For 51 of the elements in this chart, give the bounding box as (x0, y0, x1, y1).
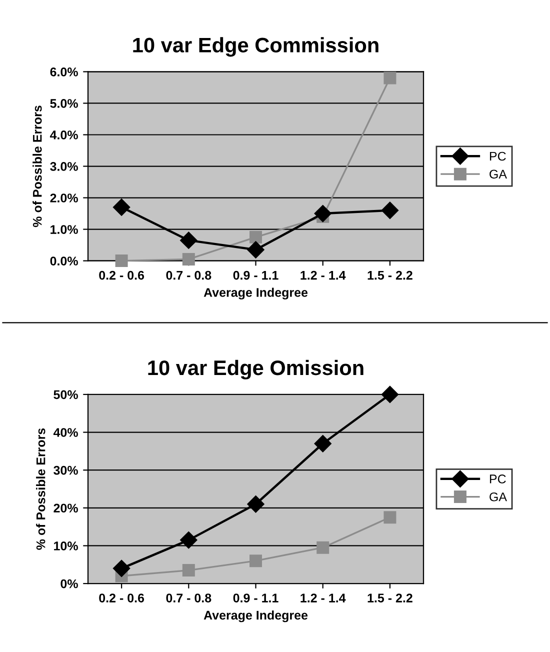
x-tick-label: 0.2 - 0.6 (99, 270, 144, 280)
x-tick-label: 0.9 - 1.1 (233, 270, 278, 280)
point (180, 232, 198, 249)
x-tick-label: 0.9 - 1.1 (233, 594, 278, 602)
point (316, 541, 330, 554)
y-tick-label: 6.0% (50, 68, 78, 76)
point (384, 72, 396, 84)
point (381, 202, 398, 219)
x-axis-title: Average Indegree (204, 288, 308, 300)
x-tick-label: 1.2 - 1.4 (300, 270, 346, 280)
chart-title: 10 var Edge Commission (133, 37, 378, 57)
y-tick-label: 0% (60, 579, 78, 588)
y-tick-label: 20% (54, 504, 78, 513)
x-axis-title: Average Indegree (204, 610, 308, 622)
x-tick-label: 0.2 - 0.6 (99, 594, 144, 602)
point (247, 241, 264, 258)
y-axis-title: % of Possible Errors (36, 428, 46, 550)
y-tick-label: 3.0% (50, 162, 78, 171)
legend-label: GA (490, 170, 507, 179)
point (180, 532, 198, 549)
point (250, 230, 262, 244)
x-tick-label: 1.5 - 2.2 (368, 270, 412, 280)
y-tick-label: 4.0% (50, 130, 78, 140)
chart-title: 10 var Edge Omission (148, 360, 364, 380)
point (381, 386, 398, 404)
legend-label: PC (490, 474, 506, 484)
y-tick-label: 40% (53, 428, 78, 437)
x-tick-label: 0.7 - 0.8 (166, 594, 212, 602)
x-tick-label: 1.5 - 2.2 (368, 594, 412, 602)
point (314, 204, 332, 222)
point (182, 252, 195, 266)
y-tick-label: 2.0% (50, 194, 78, 202)
y-tick-label: 50% (54, 390, 78, 400)
point (384, 511, 396, 524)
point (113, 198, 130, 216)
point (314, 435, 332, 452)
point (250, 554, 262, 568)
legend-label: GA (490, 492, 507, 502)
y-tick-label: 5.0% (50, 99, 78, 108)
point (247, 496, 264, 513)
point (113, 560, 130, 577)
point (182, 564, 195, 577)
x-tick-label: 0.7 - 0.8 (166, 270, 212, 280)
y-tick-label: 10% (54, 542, 78, 550)
y-tick-label: 0.0% (50, 256, 78, 266)
y-tick-label: 1.0% (50, 225, 78, 234)
point (115, 254, 128, 268)
x-tick-label: 1.2 - 1.4 (300, 594, 346, 602)
legend-label: PC (490, 152, 506, 161)
y-tick-label: 30% (54, 466, 78, 475)
y-axis-title: % of Possible Errors (32, 106, 42, 228)
